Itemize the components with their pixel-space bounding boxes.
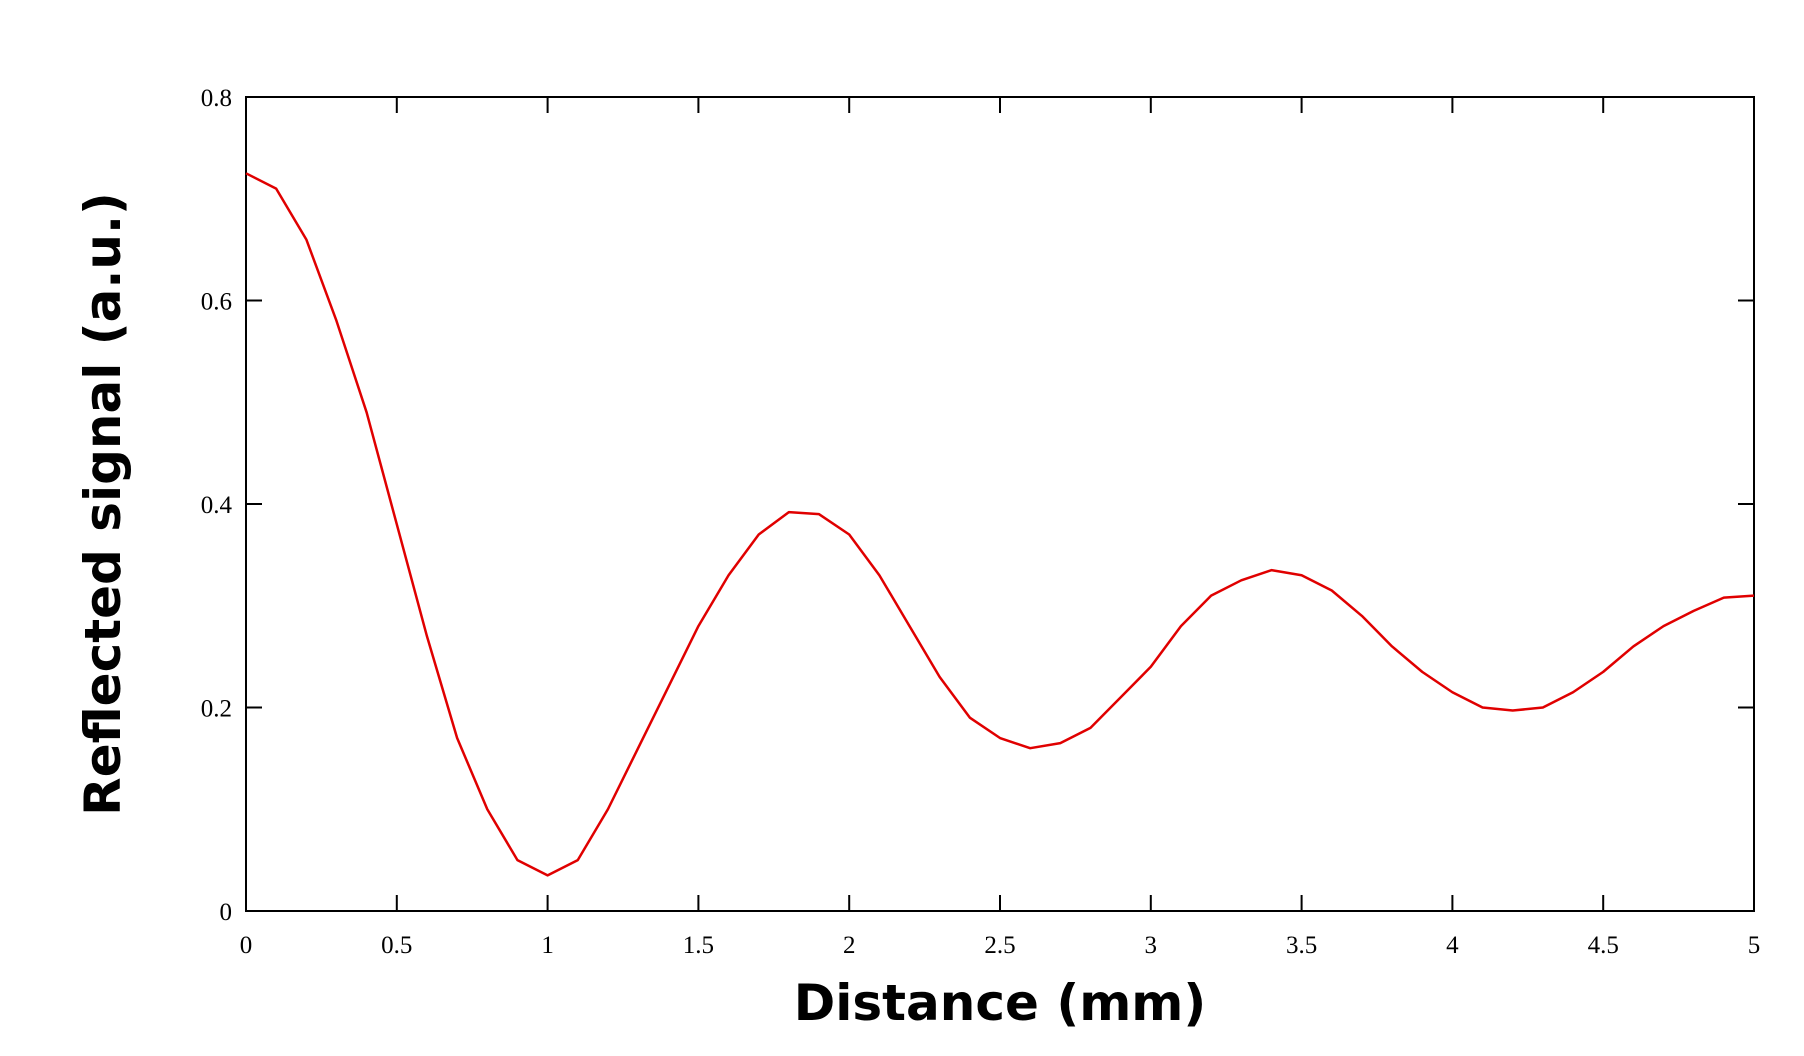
y-tick-label: 0.4 <box>201 492 233 519</box>
x-axis-label: Distance (mm) <box>794 974 1207 1032</box>
x-tick-label: 0.5 <box>381 932 412 959</box>
x-tick-label: 1.5 <box>683 932 714 959</box>
x-tick-label: 1 <box>541 932 554 959</box>
plot-frame <box>245 96 1755 912</box>
y-tick-label: 0.8 <box>201 85 232 112</box>
x-tick-label: 4.5 <box>1588 932 1619 959</box>
x-tick-label: 5 <box>1748 932 1761 959</box>
y-tick-label: 0 <box>220 899 233 926</box>
y-tick-label: 0.2 <box>201 696 232 723</box>
x-tick-label: 4 <box>1446 932 1459 959</box>
x-tick-label: 0 <box>240 932 253 959</box>
x-tick-label: 2 <box>843 932 856 959</box>
x-tick-label: 3 <box>1145 932 1158 959</box>
x-tick-label: 2.5 <box>984 932 1015 959</box>
y-tick-label: 0.6 <box>201 289 232 316</box>
data-line <box>245 172 1755 877</box>
x-tick-label: 3.5 <box>1286 932 1317 959</box>
y-axis-label: Reflected signal (a.u.) <box>74 192 132 816</box>
